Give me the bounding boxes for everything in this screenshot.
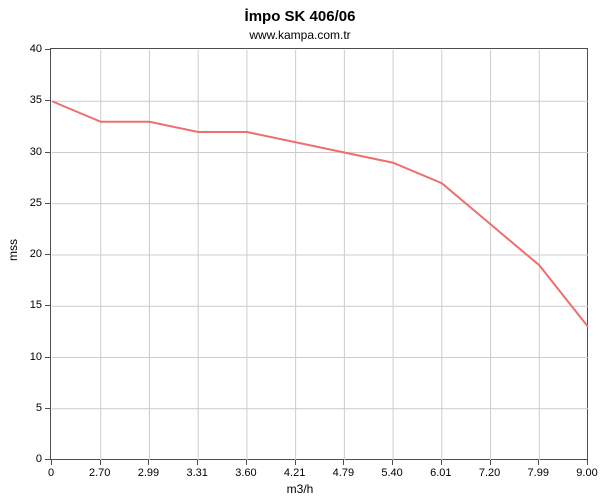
- y-tick-label: 25: [12, 197, 42, 209]
- x-tick-mark: [148, 460, 149, 465]
- x-tick-label: 2.99: [138, 467, 159, 479]
- x-tick-label: 2.70: [89, 467, 110, 479]
- data-line: [52, 101, 588, 327]
- y-tick-mark: [45, 203, 50, 204]
- x-tick-mark: [246, 460, 247, 465]
- y-tick-mark: [45, 459, 50, 460]
- x-tick-label: 7.99: [528, 467, 549, 479]
- x-tick-label: 4.79: [333, 467, 354, 479]
- y-tick-mark: [45, 254, 50, 255]
- x-tick-label: 7.20: [479, 467, 500, 479]
- x-tick-mark: [392, 460, 393, 465]
- x-tick-mark: [197, 460, 198, 465]
- y-tick-mark: [45, 357, 50, 358]
- y-tick-mark: [45, 49, 50, 50]
- y-tick-label: 15: [12, 299, 42, 311]
- y-tick-label: 10: [12, 351, 42, 363]
- x-tick-label: 3.60: [235, 467, 256, 479]
- x-axis-label: m3/h: [0, 482, 600, 496]
- x-tick-mark: [441, 460, 442, 465]
- y-tick-label: 5: [12, 402, 42, 414]
- x-tick-label: 6.01: [430, 467, 451, 479]
- x-tick-mark: [587, 460, 588, 465]
- chart-container: İmpo SK 406/06 www.kampa.com.tr mss m3/h…: [0, 0, 600, 500]
- y-tick-mark: [45, 152, 50, 153]
- y-tick-mark: [45, 100, 50, 101]
- x-tick-mark: [538, 460, 539, 465]
- y-tick-label: 0: [12, 453, 42, 465]
- chart-svg: [51, 49, 589, 461]
- x-tick-mark: [100, 460, 101, 465]
- y-tick-label: 40: [12, 43, 42, 55]
- x-tick-label: 4.21: [284, 467, 305, 479]
- x-tick-label: 9.00: [576, 467, 597, 479]
- y-tick-mark: [45, 408, 50, 409]
- x-tick-mark: [295, 460, 296, 465]
- y-tick-label: 20: [12, 248, 42, 260]
- x-tick-label: 3.31: [186, 467, 207, 479]
- x-tick-mark: [490, 460, 491, 465]
- x-tick-mark: [343, 460, 344, 465]
- x-tick-label: 5.40: [381, 467, 402, 479]
- y-tick-mark: [45, 305, 50, 306]
- x-tick-label: 0: [48, 467, 54, 479]
- x-tick-mark: [51, 460, 52, 465]
- y-tick-label: 30: [12, 146, 42, 158]
- y-tick-label: 35: [12, 94, 42, 106]
- plot-area: [50, 48, 588, 460]
- chart-title: İmpo SK 406/06: [0, 8, 600, 25]
- chart-subtitle: www.kampa.com.tr: [0, 28, 600, 42]
